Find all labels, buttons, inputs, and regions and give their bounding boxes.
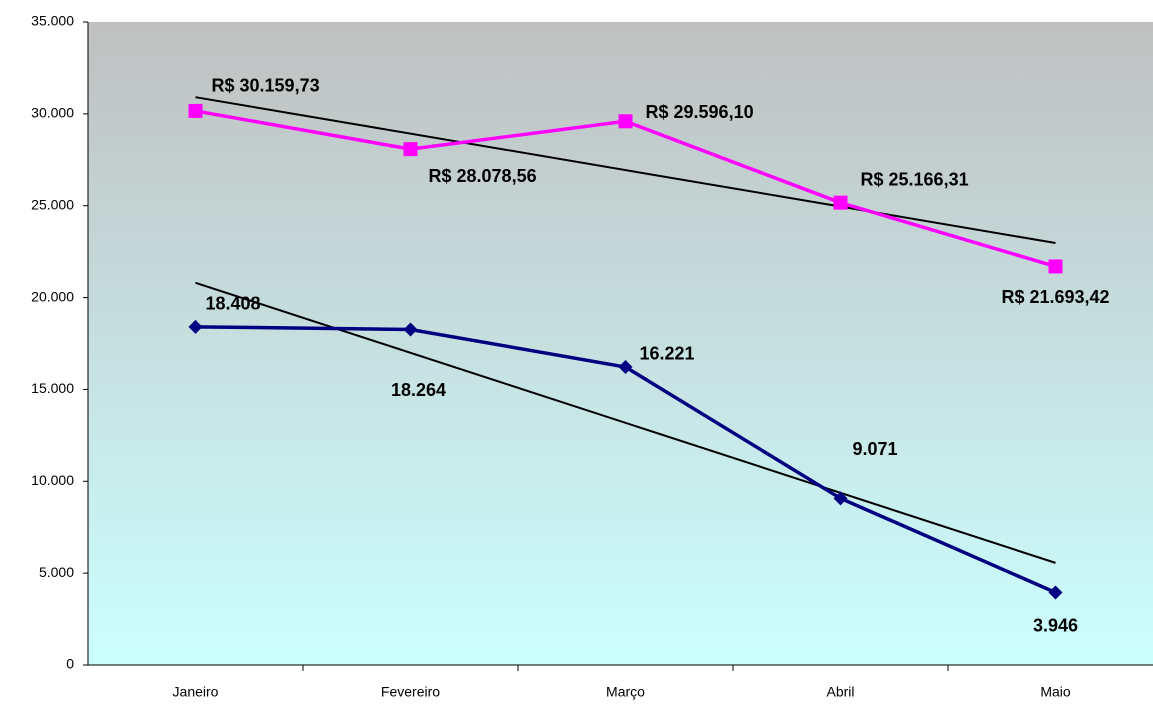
data-label: 18.264 xyxy=(391,380,446,400)
y-tick-label: 10.000 xyxy=(31,472,74,488)
marker xyxy=(833,491,848,506)
data-label: 16.221 xyxy=(640,344,695,364)
data-label: R$ 30.159,73 xyxy=(212,76,320,96)
data-label: 9.071 xyxy=(853,439,898,459)
data-label: 3.946 xyxy=(1033,615,1078,635)
marker xyxy=(403,322,418,337)
trendline xyxy=(195,96,1056,244)
marker xyxy=(188,319,203,334)
y-tick-label: 20.000 xyxy=(31,288,74,304)
marker xyxy=(618,114,633,129)
marker xyxy=(403,142,418,157)
y-tick-label: 15.000 xyxy=(31,380,74,396)
y-tick-label: 35.000 xyxy=(31,13,74,29)
marker xyxy=(1048,259,1063,274)
marker xyxy=(188,103,203,118)
y-tick-label: 0 xyxy=(66,656,74,672)
x-tick-label: Abril xyxy=(826,684,854,700)
y-tick-label: 30.000 xyxy=(31,105,74,121)
x-tick-label: Janeiro xyxy=(173,684,219,700)
data-label: R$ 28.078,56 xyxy=(429,166,537,186)
data-label: 18.408 xyxy=(206,294,261,314)
data-label: R$ 21.693,42 xyxy=(1001,287,1109,307)
y-tick-label: 5.000 xyxy=(39,564,74,580)
x-tick-label: Fevereiro xyxy=(381,684,440,700)
y-tick-label: 25.000 xyxy=(31,196,74,212)
marker xyxy=(1048,585,1063,600)
marker xyxy=(618,359,633,374)
data-label: R$ 29.596,10 xyxy=(646,102,754,122)
x-tick-label: Maio xyxy=(1040,684,1071,700)
x-tick-label: Março xyxy=(606,684,645,700)
marker xyxy=(833,195,848,210)
data-label: R$ 25.166,31 xyxy=(861,169,969,189)
